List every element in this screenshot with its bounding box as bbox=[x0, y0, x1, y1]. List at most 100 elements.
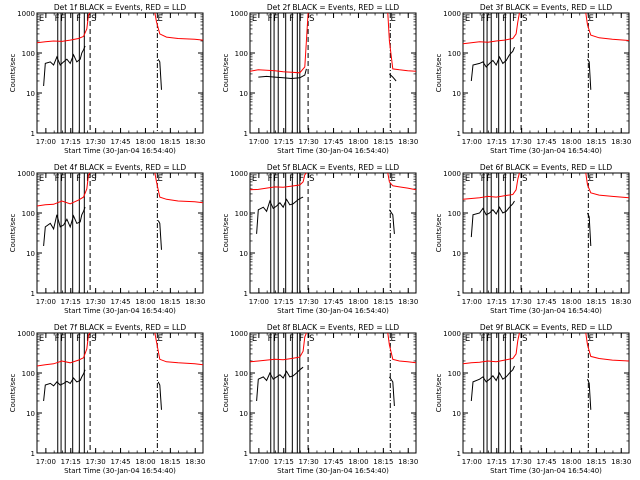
x-tick-label: 18:30 bbox=[398, 138, 418, 146]
x-tick-label: 18:30 bbox=[611, 138, 631, 146]
x-tick-label: 17:45 bbox=[110, 458, 130, 466]
state-marker-label: E bbox=[252, 334, 257, 344]
y-tick-label: 1000 bbox=[17, 170, 35, 178]
x-tick-label: 18:15 bbox=[586, 138, 606, 146]
state-marker-label: F bbox=[86, 174, 91, 184]
state-marker-label: E bbox=[252, 174, 257, 184]
x-tick-label: 18:15 bbox=[373, 138, 393, 146]
events-series-line bbox=[258, 68, 307, 80]
x-tick-label: 18:15 bbox=[160, 138, 180, 146]
events-series-line bbox=[157, 58, 162, 90]
chart-panel-2: 1 10 100 1000 17:00 17:15 17:30 17:45 18:00 18:15… bbox=[222, 3, 418, 155]
y-tick-label: 1 bbox=[244, 290, 248, 298]
y-tick-label: 1000 bbox=[230, 10, 248, 18]
chart-title: Det 1f BLACK = Events, RED = LLD bbox=[54, 3, 187, 12]
chart-panel-4: 1 10 100 1000 17:00 17:15 17:30 17:45 18:00 18:15… bbox=[9, 163, 205, 315]
plot-frame bbox=[462, 172, 630, 294]
plot-frame bbox=[462, 332, 630, 454]
state-marker-label: S bbox=[91, 334, 96, 344]
lld-series-line bbox=[36, 12, 91, 44]
x-tick-label: 18:00 bbox=[561, 458, 581, 466]
x-tick-label: 18:30 bbox=[398, 298, 418, 306]
state-marker-label: F bbox=[268, 14, 273, 24]
state-marker-label: F bbox=[299, 14, 304, 24]
state-marker-label: F bbox=[502, 174, 507, 184]
state-marker-label: E bbox=[158, 334, 163, 344]
y-tick-label: 1000 bbox=[17, 10, 35, 18]
state-marker-label: S bbox=[522, 174, 527, 184]
plot-frame bbox=[249, 12, 417, 134]
x-tick-label: 17:15 bbox=[487, 138, 507, 146]
y-tick-label: 10 bbox=[26, 250, 35, 258]
events-series-line bbox=[470, 200, 515, 238]
x-tick-label: 17:00 bbox=[36, 138, 56, 146]
state-marker-label: F bbox=[268, 334, 273, 344]
state-marker-label: F bbox=[289, 334, 294, 344]
lld-series-line bbox=[462, 332, 520, 365]
state-marker-label: F bbox=[76, 174, 81, 184]
chart-title: Det 3f BLACK = Events, RED = LLD bbox=[480, 3, 613, 12]
events-series-line bbox=[388, 376, 395, 407]
x-axis-label: Start Time (30-Jan-04 16:54:40) bbox=[64, 467, 176, 475]
x-tick-label: 17:45 bbox=[323, 298, 343, 306]
x-tick-label: 17:15 bbox=[61, 138, 81, 146]
x-tick-label: 18:00 bbox=[348, 458, 368, 466]
x-tick-label: 17:15 bbox=[274, 298, 294, 306]
x-tick-label: 18:30 bbox=[185, 458, 205, 466]
lld-series-line bbox=[154, 172, 204, 204]
events-series-line bbox=[587, 379, 592, 410]
plot-frame bbox=[249, 172, 417, 294]
chart-panel-1: 1 10 100 1000 17:00 17:15 17:30 17:45 18:00 18:15… bbox=[9, 3, 205, 155]
state-marker-label: F bbox=[481, 334, 486, 344]
state-marker-label: F bbox=[273, 174, 278, 184]
lld-series-line bbox=[249, 332, 307, 363]
state-marker-label: F bbox=[486, 14, 491, 24]
chart-title: Det 6f BLACK = Events, RED = LLD bbox=[480, 163, 613, 172]
y-axis-label: Counts/sec bbox=[9, 374, 17, 413]
chart-panel-9: 1 10 100 1000 17:00 17:15 17:30 17:45 18:00 18:15… bbox=[435, 323, 631, 475]
y-tick-label: 1 bbox=[31, 130, 35, 138]
chart-title: Det 9f BLACK = Events, RED = LLD bbox=[480, 323, 613, 332]
plot-frame bbox=[462, 12, 630, 134]
x-axis-label: Start Time (30-Jan-04 16:54:40) bbox=[490, 147, 602, 155]
state-marker-label: F bbox=[86, 14, 91, 24]
state-marker-label: F bbox=[268, 174, 273, 184]
state-marker-label: F bbox=[299, 174, 304, 184]
lld-series-line bbox=[387, 332, 417, 364]
plot-frame bbox=[36, 332, 204, 454]
y-tick-label: 100 bbox=[235, 370, 248, 378]
x-tick-label: 17:15 bbox=[274, 458, 294, 466]
state-marker-label: F bbox=[273, 14, 278, 24]
y-tick-label: 1000 bbox=[230, 330, 248, 338]
x-tick-label: 17:15 bbox=[61, 458, 81, 466]
x-tick-label: 17:45 bbox=[323, 458, 343, 466]
state-marker-label: S bbox=[522, 14, 527, 24]
state-marker-label: F bbox=[512, 174, 517, 184]
plot-frame bbox=[249, 332, 417, 454]
y-axis-label: Counts/sec bbox=[435, 214, 443, 253]
y-tick-label: 1000 bbox=[230, 170, 248, 178]
state-marker-label: E bbox=[589, 334, 594, 344]
lld-series-line bbox=[249, 12, 309, 74]
y-tick-label: 100 bbox=[235, 50, 248, 58]
state-marker-label: F bbox=[481, 14, 486, 24]
events-series-line bbox=[256, 196, 304, 234]
chart-panel-8: 1 10 100 1000 17:00 17:15 17:30 17:45 18:00 18:15… bbox=[222, 323, 418, 475]
x-tick-label: 17:30 bbox=[512, 138, 532, 146]
lld-series-line bbox=[462, 172, 520, 200]
x-tick-label: 17:30 bbox=[86, 458, 106, 466]
x-tick-label: 18:00 bbox=[135, 138, 155, 146]
events-series-line bbox=[43, 207, 86, 247]
x-axis-label: Start Time (30-Jan-04 16:54:40) bbox=[490, 307, 602, 315]
x-tick-label: 17:45 bbox=[536, 458, 556, 466]
x-tick-label: 17:00 bbox=[249, 458, 269, 466]
x-axis-label: Start Time (30-Jan-04 16:54:40) bbox=[277, 307, 389, 315]
events-series-line bbox=[388, 209, 395, 234]
x-tick-label: 17:00 bbox=[462, 138, 482, 146]
y-tick-label: 1 bbox=[244, 450, 248, 458]
y-tick-label: 100 bbox=[235, 210, 248, 218]
state-marker-label: F bbox=[289, 14, 294, 24]
y-tick-label: 1 bbox=[31, 290, 35, 298]
chart-title: Det 5f BLACK = Events, RED = LLD bbox=[267, 163, 400, 172]
